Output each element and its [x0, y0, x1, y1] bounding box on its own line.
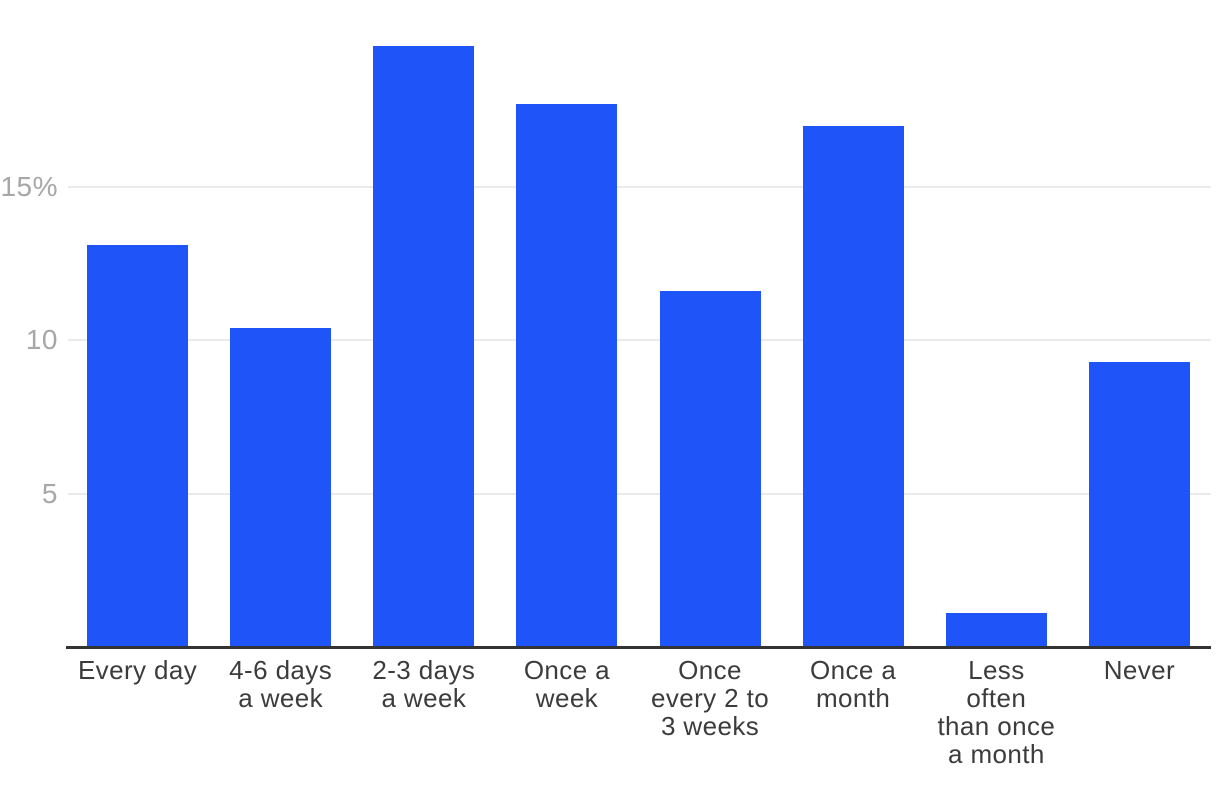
y-axis-tick-label: 5: [41, 477, 58, 509]
bar-2: [373, 45, 475, 647]
y-axis-tick-label: 10: [25, 324, 58, 356]
x-axis-label-line: Once: [678, 655, 742, 685]
x-axis-line: [66, 646, 1211, 649]
x-axis-label-line: a month: [947, 739, 1045, 769]
x-axis-label-line: Every day: [77, 655, 198, 685]
x-axis-label-6: Less often than once a month: [925, 656, 1068, 768]
x-axis-label-line: every 2 to: [650, 683, 770, 713]
x-axis-label-0: Every day: [66, 656, 209, 684]
y-axis-tick-label: 15%: [0, 170, 58, 202]
x-axis-label-3: Once a week: [495, 656, 638, 712]
x-axis-label-1: 4-6 days a week: [209, 656, 352, 712]
x-axis-label-line: month: [816, 683, 891, 713]
bar-6: [945, 613, 1047, 647]
x-axis-label-line: 2-3 days: [372, 655, 476, 685]
x-axis-label-line: week: [535, 683, 599, 713]
x-axis-label-line: a week: [238, 683, 324, 713]
x-axis-label-line: Once a: [523, 655, 611, 685]
x-axis-label-5: Once a month: [782, 656, 925, 712]
gridline: [68, 492, 1211, 495]
x-axis-label-line: Less: [968, 655, 1025, 685]
bar-5: [802, 125, 904, 647]
x-axis-label-line: 4-6 days: [229, 655, 333, 685]
x-axis-label-line: a week: [381, 683, 467, 713]
x-axis-label-2: 2-3 days a week: [352, 656, 495, 712]
bar-3: [516, 104, 618, 647]
x-axis-label-line: Never: [1103, 655, 1176, 685]
x-axis-label-line: Once a: [810, 655, 897, 685]
bar-1: [230, 328, 332, 647]
x-axis-label-line: than once: [937, 711, 1056, 741]
x-axis-label-line: often: [966, 683, 1027, 713]
x-axis-label-7: Never: [1068, 656, 1211, 684]
x-axis-label-4: Once every 2 to 3 weeks: [639, 656, 782, 740]
bar-4: [659, 291, 761, 647]
bar-7: [1088, 361, 1190, 647]
bar-0: [87, 245, 189, 647]
x-axis-label-line: 3 weeks: [660, 711, 760, 741]
gridline: [68, 185, 1211, 188]
gridline: [68, 339, 1211, 342]
